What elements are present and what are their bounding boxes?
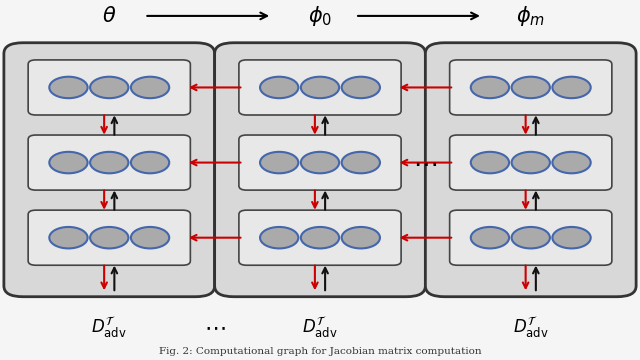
Circle shape [342, 152, 380, 173]
Circle shape [301, 152, 339, 173]
Circle shape [131, 227, 169, 248]
FancyBboxPatch shape [239, 210, 401, 265]
Circle shape [342, 77, 380, 98]
Circle shape [260, 152, 298, 173]
Circle shape [552, 77, 591, 98]
FancyBboxPatch shape [4, 43, 214, 297]
Circle shape [552, 227, 591, 248]
Circle shape [471, 77, 509, 98]
Circle shape [301, 227, 339, 248]
Text: $\phi_0$: $\phi_0$ [308, 4, 332, 28]
FancyBboxPatch shape [450, 135, 612, 190]
Circle shape [471, 152, 509, 173]
Circle shape [511, 152, 550, 173]
FancyBboxPatch shape [450, 210, 612, 265]
Text: $\cdots$: $\cdots$ [204, 317, 225, 337]
Circle shape [301, 77, 339, 98]
Circle shape [49, 77, 88, 98]
Circle shape [49, 227, 88, 248]
FancyBboxPatch shape [214, 43, 426, 297]
FancyBboxPatch shape [239, 135, 401, 190]
FancyBboxPatch shape [28, 135, 190, 190]
Text: $D_{\mathrm{adv}}^{\mathcal{T}}$: $D_{\mathrm{adv}}^{\mathcal{T}}$ [302, 315, 338, 340]
FancyBboxPatch shape [28, 210, 190, 265]
Text: $\theta$: $\theta$ [102, 6, 116, 26]
Circle shape [90, 152, 129, 173]
Text: $\cdots$: $\cdots$ [413, 150, 437, 175]
Circle shape [90, 227, 129, 248]
Circle shape [260, 77, 298, 98]
Circle shape [131, 77, 169, 98]
FancyBboxPatch shape [426, 43, 636, 297]
Text: $D_{\mathrm{adv}}^{\mathcal{T}}$: $D_{\mathrm{adv}}^{\mathcal{T}}$ [92, 315, 127, 340]
Text: Fig. 2: Computational graph for Jacobian matrix computation: Fig. 2: Computational graph for Jacobian… [159, 347, 481, 356]
Circle shape [342, 227, 380, 248]
FancyBboxPatch shape [239, 60, 401, 115]
Text: $\phi_m$: $\phi_m$ [516, 4, 545, 28]
FancyBboxPatch shape [28, 60, 190, 115]
Circle shape [131, 152, 169, 173]
Circle shape [49, 152, 88, 173]
Circle shape [552, 152, 591, 173]
Circle shape [471, 227, 509, 248]
Circle shape [511, 77, 550, 98]
Circle shape [260, 227, 298, 248]
Circle shape [511, 227, 550, 248]
Text: $D_{\mathrm{adv}}^{\mathcal{T}}$: $D_{\mathrm{adv}}^{\mathcal{T}}$ [513, 315, 548, 340]
Circle shape [90, 77, 129, 98]
FancyBboxPatch shape [450, 60, 612, 115]
